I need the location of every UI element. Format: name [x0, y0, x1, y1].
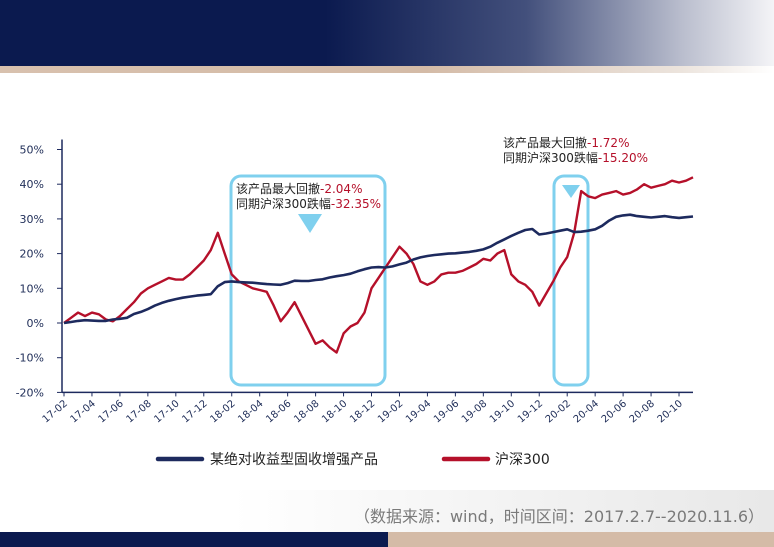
footer-bar-left	[0, 532, 388, 547]
annotation-label: 该产品最大回撤	[236, 181, 320, 196]
y-tick-label: -20%	[16, 386, 44, 399]
y-tick-label: 0%	[27, 317, 44, 330]
x-tick-label: 19-12	[516, 398, 545, 425]
annotation-label: 该产品最大回撤	[503, 135, 587, 150]
annotation-value: -1.72%	[587, 136, 629, 150]
x-tick-label: 17-04	[69, 398, 98, 425]
drawdown-arrow	[562, 185, 580, 198]
y-tick-label: -10%	[16, 352, 44, 365]
x-tick-label: 18-04	[236, 398, 265, 425]
annotation-value: -15.20%	[598, 151, 648, 165]
legend: 某绝对收益型固收增强产品 沪深300	[155, 452, 550, 468]
annotation-line2: 同期沪深300跌幅-15.20%	[503, 150, 648, 165]
x-tick-label: 19-04	[404, 398, 433, 425]
legend-label: 某绝对收益型固收增强产品	[210, 452, 378, 468]
x-tick-label: 18-12	[348, 398, 377, 425]
x-tick-label: 19-06	[432, 398, 461, 425]
drawdown-arrow	[298, 214, 322, 233]
drawdown-box	[552, 174, 590, 387]
x-tick-label: 17-08	[124, 398, 153, 425]
x-tick-label: 18-08	[292, 398, 321, 425]
x-tick-label: 19-08	[460, 398, 489, 425]
x-tick-label: 20-10	[656, 398, 685, 425]
source-note-box	[0, 490, 774, 532]
annotation-value: -32.35%	[331, 197, 381, 211]
x-tick-label: 18-10	[320, 398, 349, 425]
x-tick-label: 20-04	[572, 398, 601, 425]
x-axis: 17-0217-0417-0617-0817-1017-1218-0218-04…	[41, 391, 693, 425]
annotation-line2: 同期沪深300跌幅-32.35%	[236, 196, 381, 211]
x-tick-label: 17-02	[41, 398, 70, 425]
y-tick-label: 10%	[20, 282, 44, 295]
drawdown-annotations: 该产品最大回撤-2.04%同期沪深300跌幅-32.35%该产品最大回撤-1.7…	[236, 135, 648, 211]
annotation-label: 同期沪深300跌幅	[236, 196, 331, 211]
series-line-product	[63, 213, 694, 325]
series-lines	[63, 176, 694, 354]
x-tick-label: 18-06	[264, 398, 293, 425]
annotation-value: -2.04%	[320, 182, 362, 196]
source-note: （数据来源：wind，时间区间：2017.2.7--2020.11.6）	[353, 507, 764, 526]
y-tick-label: 40%	[20, 178, 44, 191]
x-tick-label: 19-10	[488, 398, 517, 425]
x-tick-label: 19-02	[376, 398, 405, 425]
x-tick-label: 20-08	[628, 398, 657, 425]
x-tick-label: 17-06	[97, 398, 126, 425]
x-tick-label: 18-02	[208, 398, 237, 425]
annotation-line1: 该产品最大回撤-1.72%	[503, 135, 629, 150]
footer-bar-right	[388, 532, 774, 547]
y-tick-label: 20%	[20, 248, 44, 261]
y-axis: -20% -10% 0% 10% 20% 30% 40% 50%	[16, 139, 63, 399]
x-tick-label: 17-12	[180, 398, 209, 425]
y-tick-label: 50%	[20, 144, 44, 157]
annotation-line1: 该产品最大回撤-2.04%	[236, 181, 362, 196]
x-tick-label: 20-02	[544, 398, 573, 425]
annotation-label: 同期沪深300跌幅	[503, 150, 598, 165]
legend-label: 沪深300	[495, 452, 550, 468]
footer-bar	[0, 532, 774, 547]
header-banner	[0, 0, 774, 66]
header-stripe	[0, 66, 774, 73]
x-tick-label: 17-10	[152, 398, 181, 425]
series-line-csi300	[63, 176, 694, 354]
y-tick-label: 30%	[20, 213, 44, 226]
x-tick-label: 20-06	[600, 398, 629, 425]
